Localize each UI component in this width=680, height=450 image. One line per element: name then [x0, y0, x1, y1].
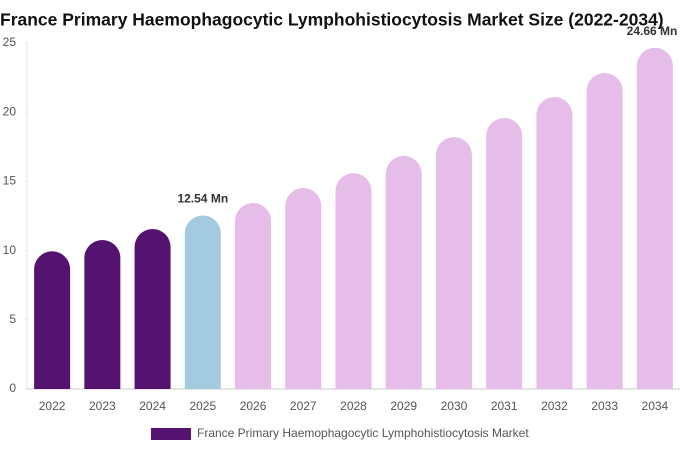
y-tick-label: 25 [3, 35, 17, 49]
x-tick-label: 2029 [390, 399, 417, 413]
bar [586, 73, 623, 389]
bar [335, 173, 372, 389]
bar [184, 215, 221, 389]
y-tick-label: 15 [3, 174, 17, 188]
bar [385, 155, 422, 389]
x-tick-label: 2027 [290, 399, 317, 413]
x-tick-label: 2022 [39, 399, 66, 413]
y-tick-label: 10 [3, 243, 17, 257]
bar [636, 47, 673, 389]
x-tick-label: 2031 [491, 399, 518, 413]
bar [536, 96, 573, 389]
x-tick-label: 2023 [89, 399, 116, 413]
bar [235, 203, 272, 389]
bar [486, 118, 523, 389]
x-tick-label: 2024 [139, 399, 166, 413]
bar [435, 137, 472, 389]
x-tick-label: 2034 [642, 399, 669, 413]
y-tick-label: 0 [9, 381, 16, 395]
y-tick-label: 20 [3, 104, 17, 118]
x-tick-label: 2028 [340, 399, 367, 413]
x-tick-label: 2026 [240, 399, 267, 413]
y-tick-label: 5 [9, 312, 16, 326]
bar [134, 229, 171, 389]
value-label: 12.54 Mn [177, 192, 228, 206]
x-tick-label: 2033 [591, 399, 618, 413]
bar [84, 239, 121, 389]
bar [285, 188, 322, 389]
legend-swatch [151, 428, 191, 440]
bar [34, 251, 71, 389]
x-tick-label: 2030 [441, 399, 468, 413]
chart-title: France Primary Haemophagocytic Lymphohis… [0, 10, 664, 30]
x-tick-label: 2025 [189, 399, 216, 413]
legend-label: France Primary Haemophagocytic Lymphohis… [197, 426, 529, 440]
x-tick-label: 2032 [541, 399, 568, 413]
value-label: 24.66 Mn [627, 24, 678, 38]
